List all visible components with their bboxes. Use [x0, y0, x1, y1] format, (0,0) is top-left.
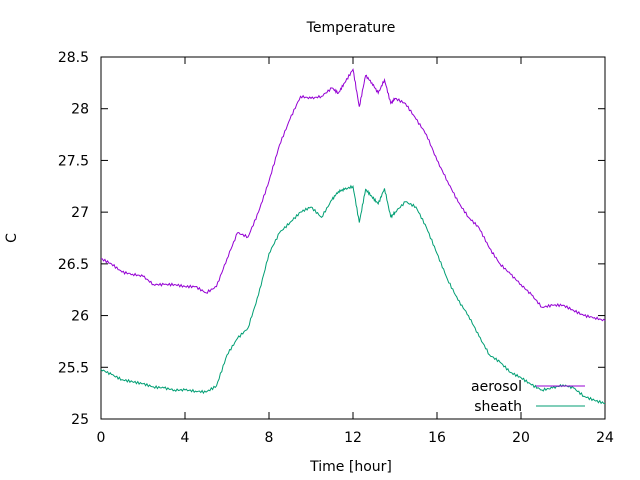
- series-line-aerosol: [100, 68, 606, 322]
- x-tick-label: 16: [428, 430, 446, 446]
- x-axis-label: Time [hour]: [309, 459, 392, 475]
- x-tick-label: 0: [97, 430, 106, 446]
- x-tick-label: 20: [512, 430, 530, 446]
- legend-label-sheath: sheath: [474, 399, 522, 415]
- y-tick-label: 28.5: [58, 50, 89, 66]
- y-tick-label: 26.5: [58, 257, 89, 273]
- y-tick-label: 25.5: [58, 360, 89, 376]
- chart-title: Temperature: [306, 20, 396, 36]
- plot-frame: [100, 56, 606, 420]
- legend-label-aerosol: aerosol: [471, 379, 522, 395]
- y-tick-label: 25: [71, 412, 89, 428]
- x-tick-label: 24: [596, 430, 614, 446]
- x-tick-label: 4: [181, 430, 190, 446]
- x-tick-label: 8: [265, 430, 274, 446]
- y-tick-label: 26: [71, 309, 89, 325]
- y-tick-label: 28: [71, 102, 89, 118]
- y-tick-label: 27.5: [58, 153, 89, 169]
- series-line-sheath: [100, 184, 606, 405]
- y-axis-label: C: [4, 233, 20, 243]
- x-tick-label: 12: [344, 430, 362, 446]
- plot-area: 0 4 8 12 16 20 24 25 25.5 26 26.5 27 27.5 28 28.5 aeros…: [58, 50, 614, 446]
- y-tick-label: 27: [71, 205, 89, 221]
